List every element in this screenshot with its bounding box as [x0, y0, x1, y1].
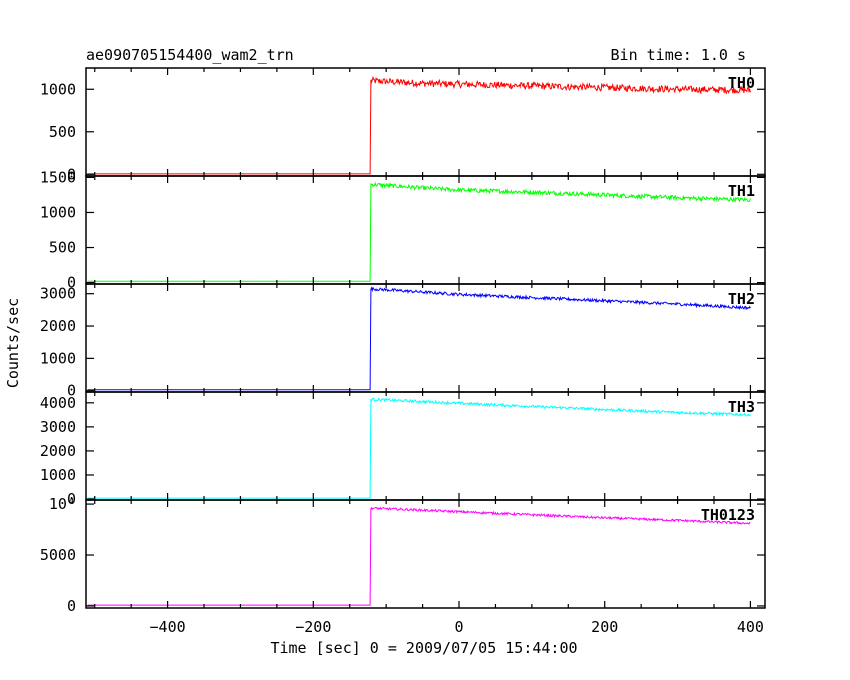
y-tick-label: 2000	[40, 317, 76, 335]
panel-label-th0123: TH0123	[701, 506, 755, 524]
panel-label-th3: TH3	[728, 398, 755, 416]
panel-frame	[85, 283, 766, 393]
panel-th0123: 0 5000 10⁴ TH0123	[40, 495, 766, 615]
series-th3-line	[87, 397, 751, 499]
x-tick-label: 400	[737, 618, 764, 636]
x-axis-label: Time [sec] 0 = 2009/07/05 15:44:00	[270, 639, 577, 657]
x-tick-label: −200	[295, 618, 331, 636]
y-tick-label: 0	[67, 597, 76, 615]
x-tick-label: 200	[591, 618, 618, 636]
y-tick-label: 1000	[40, 349, 76, 367]
y-tick-label: 5000	[40, 546, 76, 564]
panel-label-th0: TH0	[728, 74, 755, 92]
y-tick-label: 4000	[40, 394, 76, 412]
y-tick-label: 3000	[40, 285, 76, 303]
x-tick-label: 0	[454, 618, 463, 636]
panel-label-th2: TH2	[728, 290, 755, 308]
panel-th1: 0 500 1000 1500 TH1	[40, 168, 766, 292]
y-tick-label: 1500	[40, 168, 76, 186]
y-tick-label: 500	[49, 239, 76, 257]
y-tick-label: 10⁴	[49, 495, 76, 513]
panel-th2: 0 1000 2000 3000 TH2	[40, 283, 766, 400]
y-tick-label: 1000	[40, 466, 76, 484]
y-tick-label: 3000	[40, 418, 76, 436]
panel-frame	[85, 499, 766, 609]
chart-title: ae090705154400_wam2_trn	[86, 46, 294, 64]
y-tick-label: 0	[67, 490, 76, 508]
x-tick-label: −400	[150, 618, 186, 636]
y-tick-label: 1000	[40, 80, 76, 98]
y-tick-label: 2000	[40, 442, 76, 460]
panel-th0: 0 500 1000 TH0	[40, 67, 766, 183]
series-th2-line	[87, 286, 751, 391]
panel-label-th1: TH1	[728, 182, 755, 200]
bin-time-label: Bin time: 1.0 s	[611, 46, 746, 64]
y-tick-label: 0	[67, 382, 76, 400]
panel-th3: 0 1000 2000 3000 4000 TH3	[40, 391, 766, 508]
y-tick-label: 0	[67, 165, 76, 183]
panel-frame	[85, 175, 766, 285]
y-tick-label: 500	[49, 123, 76, 141]
series-th0123-line	[87, 506, 751, 606]
y-tick-label: 0	[67, 274, 76, 292]
y-tick-label: 1000	[40, 203, 76, 221]
series-th1-line	[87, 181, 751, 282]
y-axis-label: Counts/sec	[4, 298, 22, 388]
panel-frame	[85, 391, 766, 501]
series-th0-line	[87, 75, 751, 175]
